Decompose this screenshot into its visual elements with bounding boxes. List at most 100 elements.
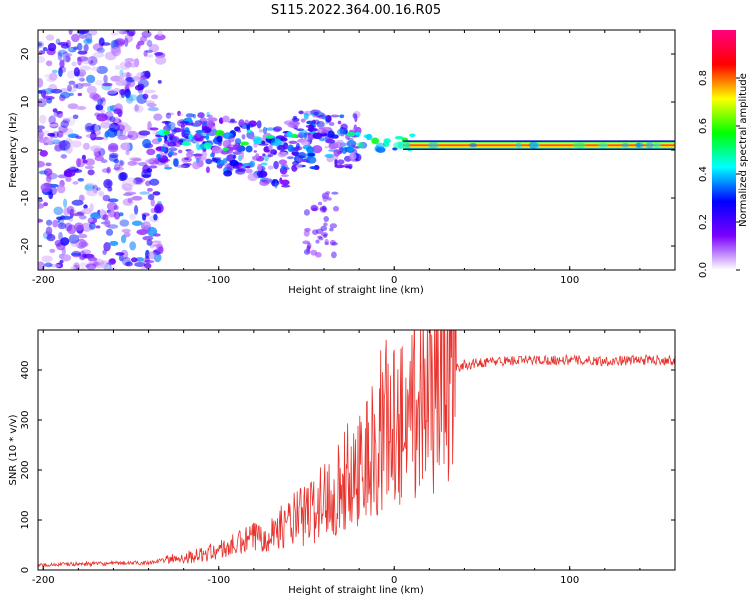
spectrogram-cell [279,137,288,142]
spectrogram-cell [319,207,327,211]
spectrogram-cell [104,130,110,138]
spectrogram-cell [148,44,160,53]
spectrogram-cell [300,140,310,146]
spectrogram-cell [300,118,306,123]
spectrogram-cell [38,160,46,168]
spectrogram-cell [636,142,641,148]
colorbar-tick-label: 0.4 [698,166,709,182]
spectrogram-cell [194,131,202,140]
spectrogram-cell [325,138,334,143]
spectrogram-cell [115,252,125,256]
spectrogram-cell [58,67,63,77]
snr-ytick-label: 100 [20,510,31,529]
spectrogram-cell [100,109,106,114]
spectrogram-cell [62,127,74,136]
spectrogram-cell [100,121,111,129]
snr-ytick-label: 200 [20,460,31,479]
spectrogram-cell [95,103,100,111]
spectrogram-cell [153,113,163,121]
spectrogram-cell [60,154,68,159]
spectrogram-cell [125,149,130,156]
spectrogram-cell [79,262,91,268]
spectrogram-cell [113,211,121,220]
snr-ytick-label: 0 [20,567,31,573]
spectrogram-cell [211,146,222,154]
spectrogram-cell [123,187,133,192]
spectrogram-cell [182,162,192,166]
spectrogram-cell [38,42,43,47]
spectrogram-cell [100,263,111,270]
spectrogram-cell [344,165,352,169]
spectrogram-cell [56,110,63,114]
spectrogram-cell [241,125,247,129]
spectrogram-cell [241,134,246,140]
spectrogram-cell [340,133,344,137]
spectrogram-cell [341,147,348,154]
snr-panel: -200 -100 0 100 0 100 200 300 400 Height of stra… [8,329,676,596]
spectrogram-cell [85,158,95,166]
spectrogram-cell [265,127,276,131]
spectrogram-cell [57,222,67,230]
spectrogram-cell [68,92,74,96]
spectrogram-cell [375,146,386,153]
spectrogram-cell [136,229,148,235]
spectrogram-cell [77,177,85,182]
spectrogram-cell [68,165,77,170]
spectrogram-cell [283,167,290,170]
spectrogram-cell [77,233,88,239]
spectrogram-cell [96,65,108,75]
spectrogram-cell [76,42,83,51]
spectrogram-cell [59,59,65,69]
spectrogram-cell [356,142,364,149]
spectrogram-cell [86,182,95,186]
spectrogram-cell [39,149,48,157]
spectrogram-cell [176,164,187,169]
spectrogram-cell [129,213,136,221]
spectrogram-cell [298,110,304,115]
spectrogram-cell [47,132,55,137]
spectrogram-cell [81,253,88,258]
spectrogram-cell [182,129,191,135]
spectrogram-cell [154,51,164,56]
spectrogram-cell [46,233,56,242]
spectrogram-cell [144,70,151,79]
spectrogram-cell [346,131,356,137]
spectrogram-cell [119,219,130,227]
spectrogram-cell [150,94,159,100]
spectrogram-cell [339,114,345,119]
spectrogram-cell [147,121,152,131]
spectrogram-cell [54,141,67,151]
spectrogram-cell [120,234,127,244]
spectrogram-cell [222,132,234,140]
spectrogram-cell [153,213,158,221]
spectrogram-cell [265,134,275,139]
spectrogram-cell [192,161,201,170]
spectrogram-cell [645,141,654,149]
spectrogram-cell [46,137,55,145]
spectrogram-cell [167,141,177,147]
spectrogram-cell [132,178,144,186]
spectrogram-cell [62,55,71,63]
spectrogram-cell [280,179,290,186]
spectrogram-cell [72,212,85,217]
spectrogram-cell [122,193,133,197]
spectrogram-cell [223,170,233,177]
spectrogram-cell [85,33,93,43]
spectrogram-cell [45,34,55,41]
spectrogram-cell [273,160,279,170]
spectrogram-cell [127,130,136,136]
spectrogram-cell [38,202,45,209]
snr-xlabel: Height of straight line (km) [288,585,424,596]
snr-xtick-label: -100 [207,575,230,586]
spectrogram-cell [222,147,229,152]
spectrogram-cell [264,155,269,162]
spectrogram-cell [75,135,83,139]
spectrogram-cell [316,121,325,128]
spectrogram-cell [146,239,153,246]
spectrogram-cell [77,92,83,97]
spectrogram-cell [70,266,76,270]
spectrogram-cell [131,220,143,226]
spectrogram-cell [115,80,127,86]
spectrogram-cell [258,129,264,133]
